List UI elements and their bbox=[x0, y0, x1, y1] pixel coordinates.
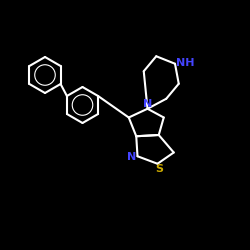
Text: NH: NH bbox=[176, 58, 194, 68]
Text: N: N bbox=[144, 99, 152, 109]
Text: N: N bbox=[128, 152, 136, 162]
Text: S: S bbox=[155, 164, 163, 174]
